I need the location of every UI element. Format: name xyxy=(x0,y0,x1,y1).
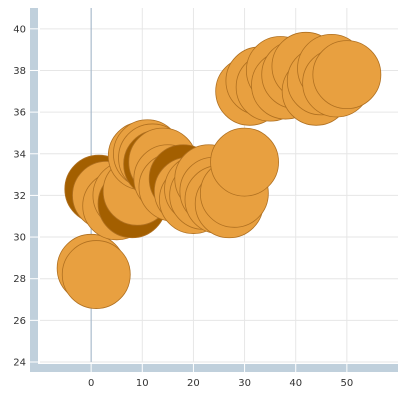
y-tick-label: 30 xyxy=(13,233,26,244)
y-tick-label: 26 xyxy=(13,316,26,327)
x-tick-label: 50 xyxy=(340,378,353,389)
x-axis-band xyxy=(30,364,398,372)
y-axis-band xyxy=(30,8,38,372)
y-tick-label: 38 xyxy=(13,66,26,77)
y-tick-label: 40 xyxy=(13,24,26,35)
y-tick-label: 24 xyxy=(13,358,26,369)
y-tick-label: 36 xyxy=(13,108,26,119)
y-tick-label: 28 xyxy=(13,274,26,285)
x-tick-label: 40 xyxy=(289,378,302,389)
x-tick-label: 10 xyxy=(136,378,149,389)
y-tick-label: 34 xyxy=(13,149,26,160)
axes: 24 26 28 30 32 34 36 38 40 0 10 20 30 40 50 xyxy=(13,8,398,389)
x-tick-label: 20 xyxy=(187,378,200,389)
bubble-point xyxy=(61,240,131,309)
x-tick-label: 30 xyxy=(238,378,251,389)
bubbles xyxy=(56,31,382,309)
bubble-point xyxy=(210,127,279,197)
x-tick-label: 0 xyxy=(88,378,94,389)
y-tick-label: 32 xyxy=(13,191,26,202)
bubble-point xyxy=(312,40,382,110)
